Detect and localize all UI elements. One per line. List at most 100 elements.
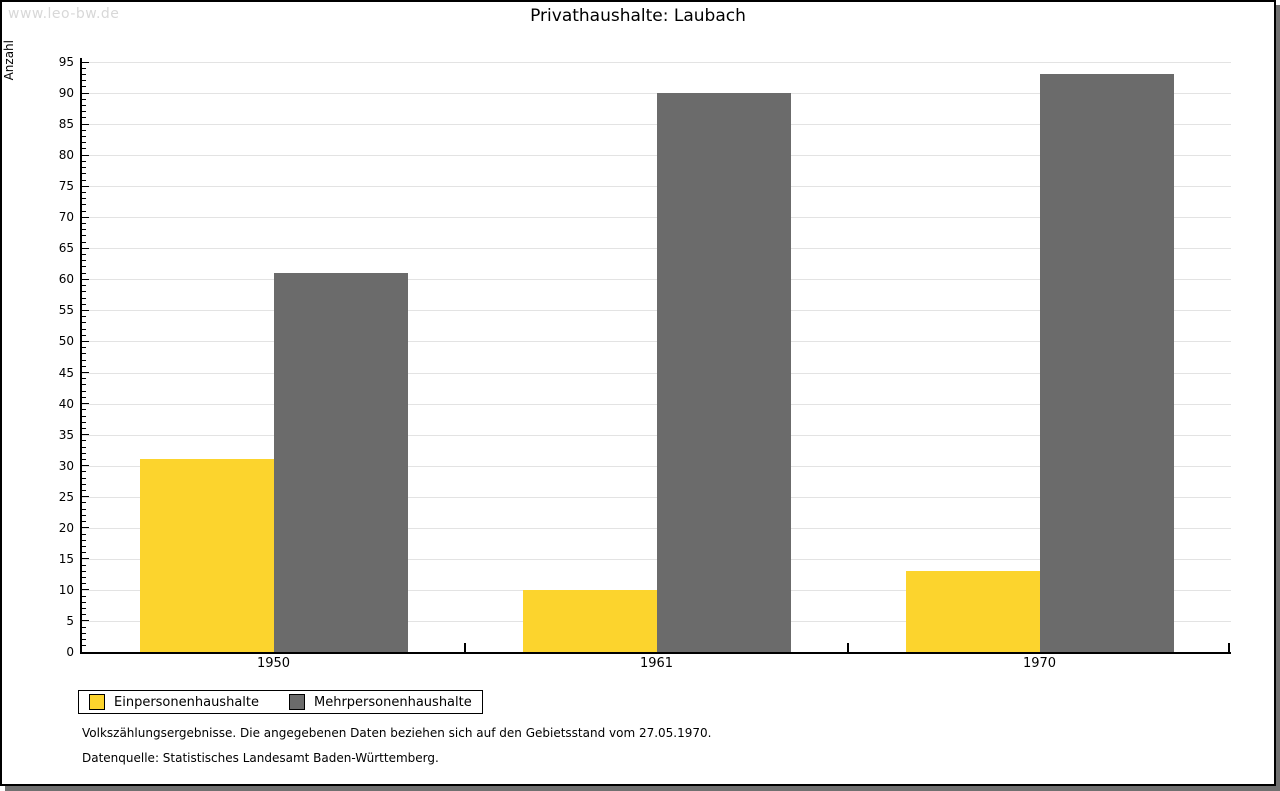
y-tick [82, 396, 86, 398]
y-tick [82, 595, 86, 597]
y-tick [82, 421, 86, 423]
legend-swatch-yellow [89, 694, 105, 710]
y-tick [82, 632, 86, 634]
y-tick [82, 272, 86, 274]
bar-einpersonenhaushalte-1950 [139, 459, 274, 652]
y-tick [82, 160, 86, 162]
footnote-source: Datenquelle: Statistisches Landesamt Bad… [82, 751, 439, 765]
y-tick [82, 86, 86, 88]
y-tick-label: 50 [58, 334, 74, 349]
y-tick [82, 154, 89, 156]
y-tick [82, 645, 86, 647]
y-tick [82, 136, 86, 138]
y-tick [82, 98, 86, 100]
y-tick [82, 514, 86, 516]
y-tick [82, 521, 86, 523]
y-tick [82, 465, 89, 467]
bar-mehrpersonenhaushalte-1970 [1039, 74, 1174, 652]
legend: Einpersonenhaushalte Mehrpersonenhaushal… [78, 690, 483, 714]
legend-label: Mehrpersonenhaushalte [314, 694, 472, 710]
y-tick [82, 545, 86, 547]
y-tick [82, 601, 86, 603]
x-category-label: 1970 [1022, 656, 1057, 671]
x-tick [847, 643, 849, 652]
y-tick [82, 210, 86, 212]
bar-mehrpersonenhaushalte-1950 [273, 273, 408, 652]
y-tick [82, 508, 86, 510]
x-category-label: 1961 [639, 656, 674, 671]
y-tick [82, 222, 86, 224]
y-tick [82, 427, 86, 429]
y-tick [82, 260, 86, 262]
y-tick [82, 142, 86, 144]
watermark: www.leo-bw.de [8, 6, 120, 22]
y-tick [82, 123, 89, 125]
bar-mehrpersonenhaushalte-1961 [656, 93, 791, 652]
y-tick-label: 95 [58, 55, 74, 69]
y-tick-label: 90 [58, 86, 74, 101]
legend-label: Einpersonenhaushalte [114, 694, 259, 710]
y-tick [82, 229, 86, 231]
y-tick-label: 75 [58, 179, 74, 194]
y-tick [82, 247, 89, 249]
y-tick [82, 278, 89, 280]
y-tick [82, 241, 86, 243]
y-tick [82, 365, 86, 367]
y-tick [82, 297, 86, 299]
chart-title: Privathaushalte: Laubach [530, 6, 746, 26]
y-tick [82, 173, 86, 175]
y-tick [82, 353, 86, 355]
y-tick-label: 85 [58, 117, 74, 132]
y-tick-label: 30 [58, 458, 74, 473]
y-tick-label: 15 [58, 551, 74, 566]
y-tick [82, 502, 86, 504]
y-tick [82, 254, 86, 256]
y-tick [82, 483, 86, 485]
y-tick [82, 570, 86, 572]
y-tick [82, 434, 89, 436]
bar-einpersonenhaushalte-1970 [905, 571, 1040, 652]
y-tick [82, 328, 86, 330]
y-tick [82, 558, 89, 560]
y-tick [82, 403, 89, 405]
gridline [82, 62, 1231, 63]
y-tick [82, 204, 86, 206]
y-tick [82, 111, 86, 113]
y-tick [82, 409, 86, 411]
y-tick [82, 179, 86, 181]
y-tick [82, 80, 86, 82]
y-tick [82, 533, 86, 535]
y-tick [82, 564, 86, 566]
y-tick [82, 539, 86, 541]
y-tick [82, 266, 86, 268]
y-tick [82, 67, 86, 69]
legend-item-mehrpersonenhaushalte: Mehrpersonenhaushalte [289, 694, 472, 710]
y-tick [82, 552, 86, 554]
y-tick [82, 303, 86, 305]
x-tick [464, 643, 466, 652]
y-tick-label: 0 [66, 645, 74, 659]
y-tick [82, 477, 86, 479]
y-tick [82, 191, 86, 193]
y-tick [82, 614, 86, 616]
bar-einpersonenhaushalte-1961 [522, 589, 657, 652]
legend-swatch-gray [289, 694, 305, 710]
y-tick [82, 496, 89, 498]
y-tick-label: 65 [58, 241, 74, 256]
y-tick-label: 10 [58, 582, 74, 597]
y-tick [82, 92, 89, 94]
y-tick-label: 25 [58, 489, 74, 504]
y-tick [82, 235, 86, 237]
y-tick [82, 415, 86, 417]
y-tick [82, 390, 86, 392]
y-tick [82, 471, 86, 473]
plot-area: 0 5 10 15 20 25 30 35 40 45 50 55 60 65 70 75 80 85 90 95 [59, 55, 1231, 659]
y-tick-label: 45 [58, 365, 74, 380]
y-tick-label: 40 [58, 396, 74, 411]
y-tick [82, 452, 86, 454]
x-tick [1228, 643, 1230, 652]
y-tick [82, 340, 89, 342]
y-tick [82, 458, 86, 460]
y-tick [82, 129, 86, 131]
y-axis-title: Anzahl [2, 40, 16, 81]
